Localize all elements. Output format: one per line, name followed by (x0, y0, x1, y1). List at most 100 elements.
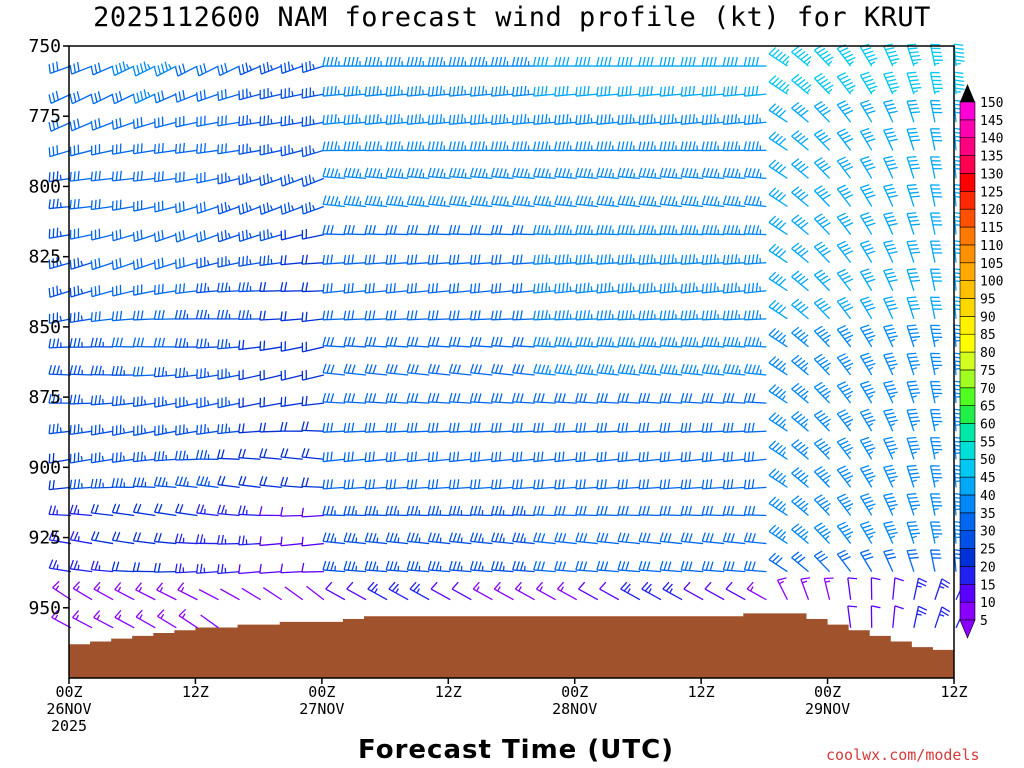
wind-barb (153, 337, 177, 348)
wind-barb (617, 479, 640, 490)
wind-barb (929, 549, 942, 572)
wind-barb (554, 56, 577, 67)
wind-barb (301, 395, 324, 407)
wind-barb (743, 167, 767, 180)
wind-barb (259, 282, 282, 292)
wind-barb (514, 581, 535, 601)
wind-barb (722, 224, 746, 236)
wind-barb (768, 440, 788, 460)
colorbar-segment (959, 583, 976, 603)
y-tick-label: 825 (28, 247, 61, 268)
wind-barb (791, 186, 809, 207)
wind-barb (406, 85, 430, 97)
wind-barb (533, 56, 556, 67)
wind-barb (469, 336, 493, 348)
wind-barb (406, 479, 430, 490)
wind-barb (906, 296, 921, 320)
wind-barb (533, 422, 556, 433)
wind-barb (554, 505, 577, 517)
wind-barb (153, 451, 177, 462)
wind-barb (406, 113, 430, 125)
wind-barb (683, 581, 704, 601)
wind-barb (469, 167, 493, 180)
wind-barb (638, 560, 662, 573)
wind-barb (883, 464, 898, 488)
colorbar-tick-label: 70 (980, 382, 996, 397)
wind-barb (768, 468, 788, 488)
wind-barb (680, 141, 704, 152)
wind-barb (791, 242, 809, 264)
wind-barb (280, 341, 303, 352)
wind-barb (680, 532, 704, 545)
wind-barb (575, 505, 598, 517)
wind-barb (469, 113, 493, 125)
x-tick-label: 00Z (814, 683, 841, 701)
colorbar-segment (959, 512, 976, 531)
credit-link[interactable]: coolwx.com/models (826, 746, 980, 764)
x-tick-label: 00Z (561, 683, 588, 701)
wind-barb (427, 254, 451, 265)
wind-barb (722, 56, 746, 67)
wind-barb (322, 392, 345, 404)
wind-barb (406, 422, 430, 433)
wind-barb (280, 255, 303, 266)
wind-barb (217, 368, 240, 380)
wind-barb (238, 369, 261, 381)
wind-barb (512, 195, 535, 208)
colorbar-segment (959, 226, 976, 246)
wind-barb (385, 363, 409, 376)
wind-barb (427, 505, 451, 517)
wind-barb (364, 532, 388, 545)
wind-barb (883, 127, 898, 151)
wind-barb (791, 45, 812, 67)
wind-barb (596, 85, 619, 97)
wind-barb (238, 339, 261, 351)
wind-barb (836, 521, 854, 544)
wind-barb (385, 422, 409, 433)
wind-barb (259, 61, 282, 75)
wind-barb (280, 61, 304, 74)
wind-barb (680, 392, 704, 404)
wind-barb (196, 423, 219, 436)
wind-barb (364, 141, 388, 152)
wind-barb (364, 282, 388, 294)
wind-barb (533, 113, 556, 125)
wind-barb (469, 195, 493, 208)
wind-barb (701, 56, 725, 67)
wind-barb (511, 254, 535, 265)
wind-barb (322, 195, 345, 208)
wind-barb (533, 560, 556, 573)
wind-barb (301, 369, 325, 381)
wind-barb (90, 91, 114, 105)
colorbar-segment (959, 441, 976, 460)
wind-barb (533, 479, 556, 490)
wind-barb (680, 56, 704, 67)
wind-barb (490, 282, 514, 294)
colorbar-tick-label: 55 (980, 435, 996, 450)
x-tick-label: 00Z (55, 683, 82, 701)
wind-barb (48, 198, 72, 210)
wind-barb (385, 282, 409, 294)
colorbar-segment (959, 333, 976, 353)
wind-barb (364, 254, 388, 265)
wind-barb (596, 479, 619, 490)
wind-barb (883, 436, 898, 460)
wind-barb (111, 229, 135, 242)
wind-barb (343, 336, 367, 348)
colorbar-tick-label: 140 (980, 132, 1003, 147)
wind-barb (427, 282, 451, 294)
wind-barb (596, 560, 619, 573)
wind-barb (906, 43, 922, 67)
wind-barb (906, 268, 921, 291)
wind-barb (490, 560, 514, 573)
wind-barb (659, 336, 683, 348)
wind-barb (135, 582, 156, 601)
wind-barb (680, 363, 704, 376)
colorbar-max-arrow (960, 84, 975, 102)
wind-barb (768, 103, 788, 123)
wind-barb (301, 229, 324, 240)
wind-barb (343, 532, 367, 545)
wind-barb (385, 113, 409, 125)
wind-barb (490, 56, 514, 67)
